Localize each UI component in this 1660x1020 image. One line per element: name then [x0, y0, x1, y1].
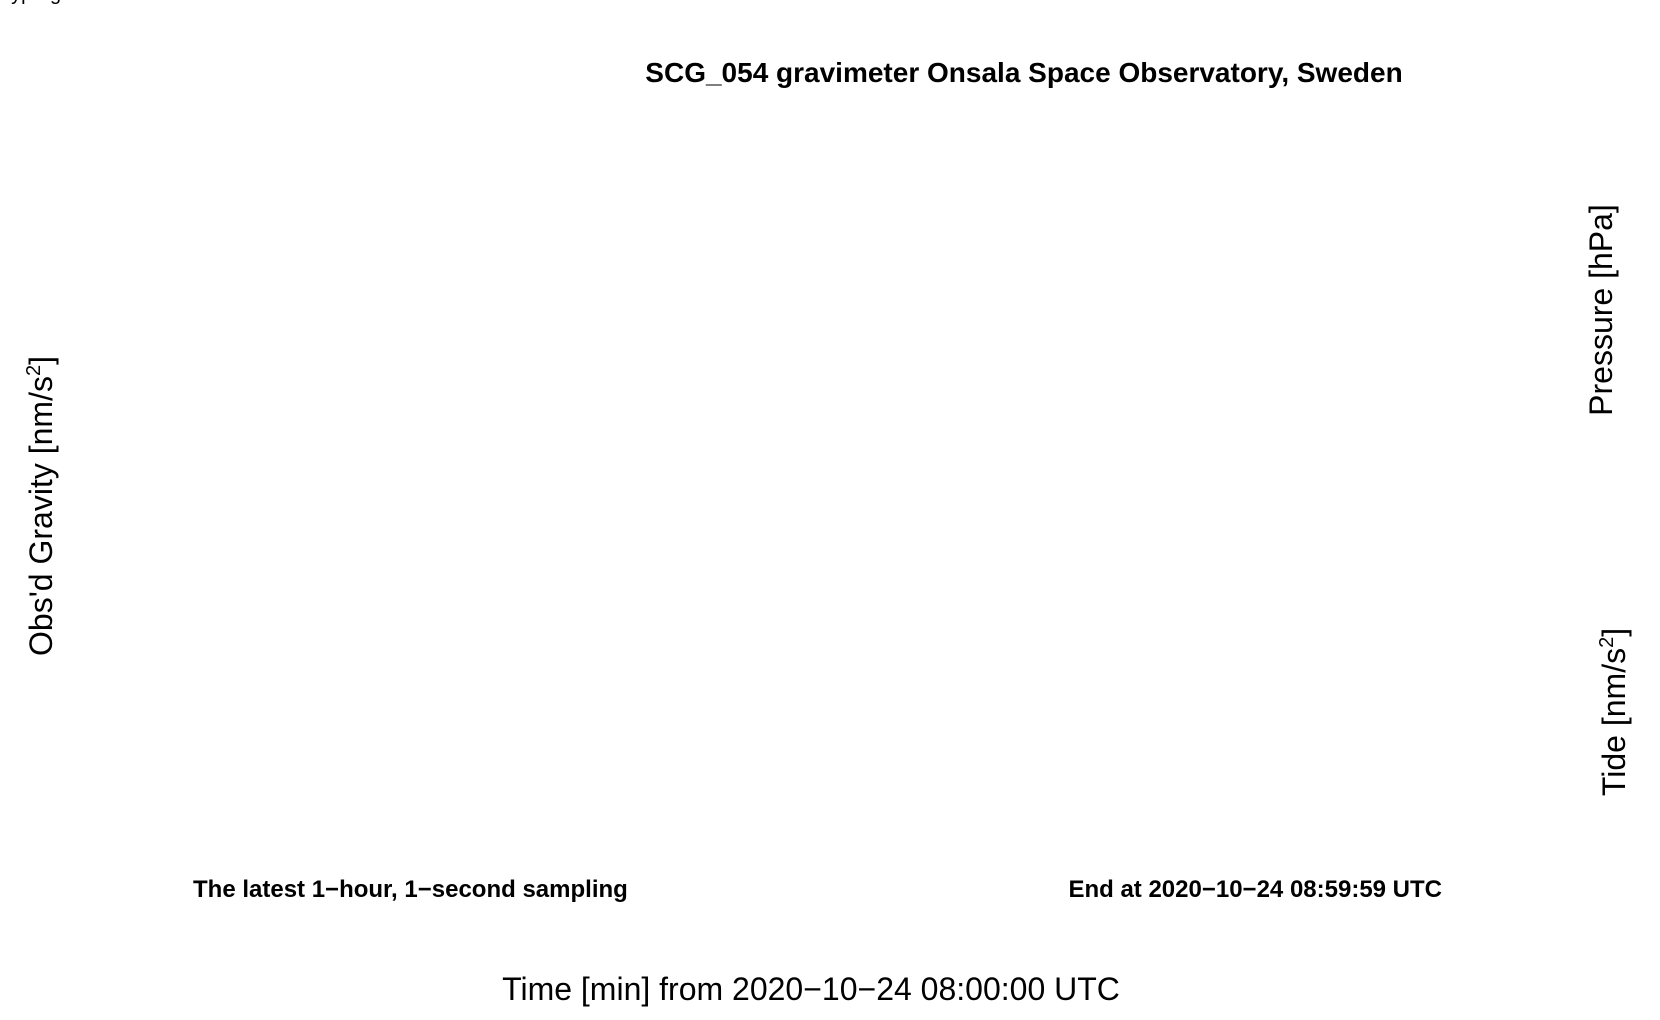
dpdt-average-label: average = 0.7529 — [0, 0, 156, 5]
noise-level-label: Typical noise level — [0, 0, 162, 5]
annotation-layer: Typical noise level 1 DIV = 0.5 hPa/h av… — [0, 0, 1442, 903]
sampling-note: The latest 1−hour, 1−second sampling — [193, 876, 628, 903]
chart-title: SCG_054 gravimeter Onsala Space Observat… — [645, 57, 1402, 88]
dpdt-scale-div-label: 1 DIV = 0.5 hPa/h — [0, 0, 158, 5]
x-axis-title: Time [min] from 2020−10−24 08:00:00 UTC — [502, 971, 1120, 1007]
y-axis-title-tide: Tide [nm/s2] — [1596, 628, 1632, 796]
end-time-note: End at 2020−10−24 08:59:59 UTC — [1068, 876, 1442, 903]
y-axis-title-gravity: Obs'd Gravity [nm/s2] — [23, 356, 59, 656]
y-axis-title-pressure: Pressure [hPa] — [1583, 204, 1619, 416]
